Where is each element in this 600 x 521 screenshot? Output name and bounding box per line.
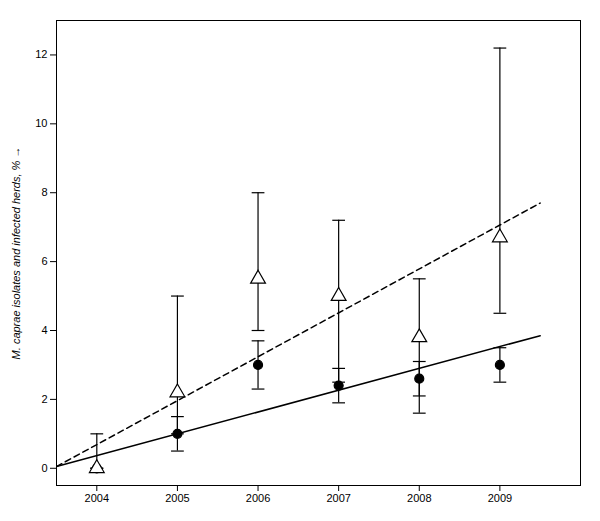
svg-text:2005: 2005 (165, 492, 189, 504)
svg-text:2006: 2006 (246, 492, 270, 504)
svg-text:0: 0 (41, 462, 47, 474)
svg-text:4: 4 (41, 324, 47, 336)
svg-text:10: 10 (35, 117, 47, 129)
svg-text:2008: 2008 (407, 492, 431, 504)
svg-text:12: 12 (35, 48, 47, 60)
svg-text:M. caprae isolates and infecte: M. caprae isolates and infected herds, %… (10, 147, 22, 360)
svg-text:6: 6 (41, 255, 47, 267)
svg-text:2004: 2004 (85, 492, 109, 504)
svg-text:2007: 2007 (326, 492, 350, 504)
svg-text:8: 8 (41, 186, 47, 198)
svg-text:2: 2 (41, 393, 47, 405)
svg-text:2009: 2009 (488, 492, 512, 504)
